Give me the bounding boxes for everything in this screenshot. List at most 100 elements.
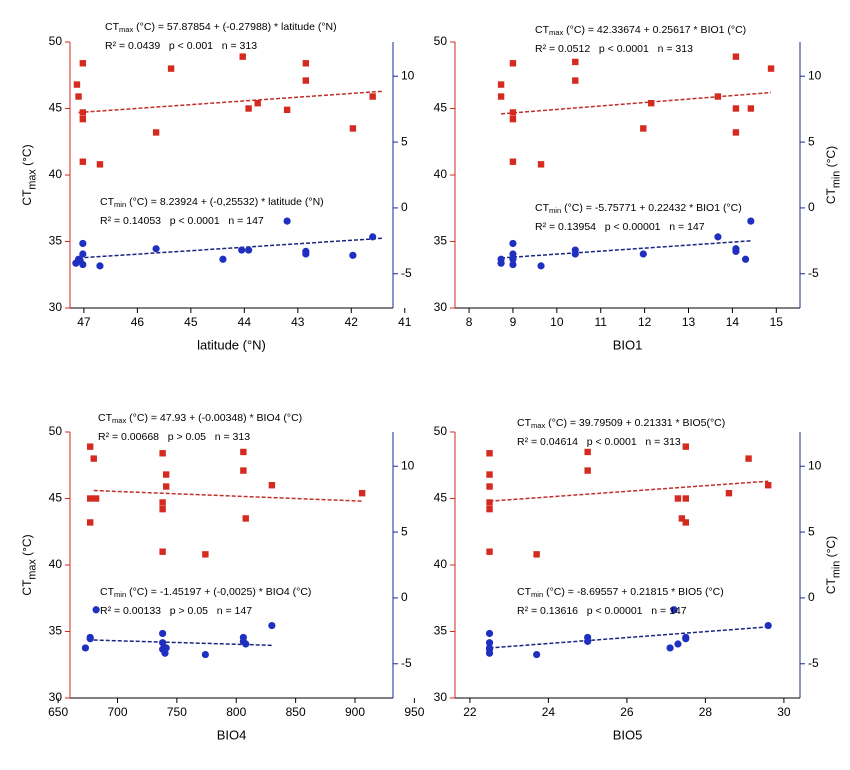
x-tick-label: 26 — [620, 705, 634, 719]
point — [725, 489, 733, 497]
equation-sub: min — [531, 590, 543, 599]
equation-sub: max — [119, 25, 133, 34]
x-tick-label: 950 — [404, 705, 424, 719]
y-axis-label-part: CT — [20, 189, 34, 206]
point — [79, 158, 87, 165]
point — [745, 455, 752, 462]
point — [349, 125, 357, 132]
fit-line — [501, 240, 751, 259]
equation-sub: max — [549, 28, 563, 37]
point — [240, 448, 247, 456]
point — [96, 161, 104, 168]
x-tick-label: 700 — [107, 705, 127, 719]
equation-part: (°C) = 8.23924 + (-0,25532) * latitude (… — [126, 196, 324, 208]
point — [584, 637, 592, 645]
fit-stats: R² = 0.04614 p < 0.0001 n = 313 — [517, 436, 681, 448]
y2-axis-label-part: CT — [824, 187, 838, 204]
y2-tick-label: 10 — [401, 68, 415, 82]
x-axis-label: BIO1 — [613, 337, 643, 352]
equation-part: CT — [100, 196, 115, 208]
equation: CTmin (°C) = -8.69557 + 0.21815 * BIO5 (… — [517, 586, 724, 599]
point — [81, 644, 90, 652]
point — [509, 239, 517, 248]
point — [486, 471, 493, 478]
y2-axis-label: CTmin (°C) — [824, 536, 842, 594]
point — [674, 640, 682, 648]
equation-part: (°C) = -5.75771 + 0.22432 * BIO1 (°C) — [561, 202, 742, 214]
y2-axis-label: CTmin (°C) — [824, 146, 842, 204]
point — [152, 245, 160, 253]
point — [747, 105, 755, 112]
x-tick-label: 12 — [638, 315, 652, 329]
point — [302, 60, 310, 67]
equation-part: CT — [535, 24, 550, 36]
point — [486, 548, 493, 555]
point — [219, 255, 227, 263]
point — [509, 115, 517, 123]
point — [741, 255, 750, 263]
equation-part: (°C) = -8.69557 + 0.21815 * BIO5 (°C) — [543, 586, 724, 598]
point — [509, 60, 517, 67]
equation-part: CT — [98, 412, 113, 424]
fit-line — [489, 626, 769, 649]
y-axis-label-sub: max — [26, 169, 38, 190]
y-tick-label: 50 — [49, 424, 63, 438]
x-tick-label: 750 — [167, 705, 187, 719]
y2-tick-label: 5 — [401, 524, 408, 538]
point — [302, 77, 310, 84]
point — [152, 129, 160, 136]
fit-stats: R² = 0.0439 p < 0.001 n = 313 — [105, 40, 257, 52]
point — [732, 105, 740, 112]
point — [242, 515, 249, 522]
y-tick-label: 45 — [434, 101, 448, 115]
equation-part: (°C) = 39.79509 + 0.21331 * BIO5(°C) — [545, 417, 725, 429]
point — [268, 621, 276, 630]
y-tick-label: 30 — [434, 300, 448, 314]
equation-sub: max — [531, 421, 545, 430]
equation: CTmin (°C) = 8.23924 + (-0,25532) * lati… — [100, 196, 324, 209]
point — [358, 489, 366, 497]
point — [486, 499, 493, 506]
y-tick-label: 40 — [49, 167, 63, 181]
x-tick-label: 43 — [291, 315, 305, 329]
equation-part: (°C) = 47.93 + (-0.00348) * BIO4 (°C) — [126, 412, 302, 424]
y-axis-label: CTmax (°C) — [20, 534, 38, 595]
y-tick-label: 35 — [434, 234, 448, 248]
fit-stats: R² = 0.0512 p < 0.0001 n = 313 — [535, 43, 693, 55]
equation-sub: min — [114, 590, 126, 599]
point — [537, 161, 545, 168]
point — [79, 60, 87, 67]
x-axis-label: latitude (°N) — [197, 337, 266, 352]
point — [497, 93, 505, 100]
point — [79, 115, 87, 123]
equation-part: CT — [100, 586, 115, 598]
point — [201, 650, 209, 659]
point — [485, 649, 494, 657]
point — [509, 250, 517, 258]
point — [497, 81, 505, 88]
point — [486, 505, 493, 513]
x-tick-label: 650 — [48, 705, 68, 719]
point — [245, 246, 253, 254]
equation-part: CT — [105, 21, 120, 33]
equation-sub: max — [112, 416, 126, 425]
y2-tick-label: 0 — [808, 590, 815, 604]
point — [240, 467, 247, 474]
point — [202, 551, 209, 558]
point — [732, 53, 740, 60]
fit-line — [78, 237, 384, 259]
fit-stats: R² = 0.00133 p > 0.05 n = 147 — [100, 605, 252, 617]
point — [90, 455, 97, 462]
y2-tick-label: 0 — [401, 200, 408, 214]
point — [254, 99, 261, 107]
point — [509, 255, 517, 263]
point — [79, 239, 87, 248]
point — [159, 639, 167, 647]
y2-tick-label: -5 — [401, 656, 412, 670]
point — [572, 58, 579, 66]
y-tick-label: 45 — [49, 101, 63, 115]
y-tick-label: 40 — [49, 557, 63, 571]
point — [238, 246, 246, 254]
point — [571, 250, 579, 258]
